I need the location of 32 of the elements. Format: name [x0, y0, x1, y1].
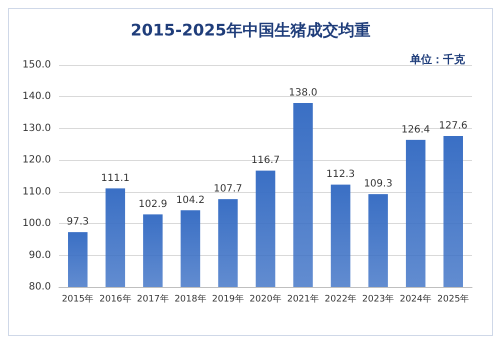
data-label: 111.1: [101, 172, 130, 184]
x-tick-label: 2024年: [400, 294, 432, 304]
y-tick-label: 80.0: [28, 282, 51, 292]
data-label: 127.6: [438, 120, 468, 132]
x-tick-label: 2015年: [62, 294, 94, 304]
chart-title: 2015-2025年中国生猪成交均重: [130, 20, 370, 40]
data-label: 97.3: [66, 216, 89, 228]
y-tick-label: 150.0: [22, 60, 51, 70]
data-label: 104.2: [176, 194, 205, 206]
y-tick-label: 140.0: [22, 91, 51, 102]
data-label: 109.3: [364, 178, 392, 190]
chart-subtitle: 单位：千克: [409, 53, 466, 66]
x-tick-label: 2018年: [174, 294, 206, 304]
x-tick-label: 2025年: [437, 294, 470, 304]
x-tick-label: 2019年: [212, 294, 244, 304]
data-label: 116.7: [251, 155, 280, 166]
x-tick-label: 2017年: [136, 294, 169, 304]
x-tick-label: 2020年: [250, 294, 282, 304]
y-tick-label: 130.0: [22, 122, 51, 134]
data-label: 107.7: [214, 184, 242, 195]
data-label: 112.3: [326, 169, 355, 180]
y-tick-label: 90.0: [28, 250, 51, 261]
x-tick-label: 2022年: [324, 294, 357, 304]
x-tick-label: 2023年: [362, 294, 394, 304]
y-tick-label: 120.0: [22, 154, 51, 166]
data-label: 102.9: [138, 198, 168, 210]
data-label: 138.0: [288, 88, 318, 99]
x-tick-label: 2016年: [99, 294, 132, 304]
y-tick-label: 110.0: [22, 186, 51, 198]
data-label: 126.4: [401, 124, 430, 136]
x-tick-label: 2021年: [287, 294, 319, 304]
y-tick-label: 100.0: [22, 218, 51, 230]
